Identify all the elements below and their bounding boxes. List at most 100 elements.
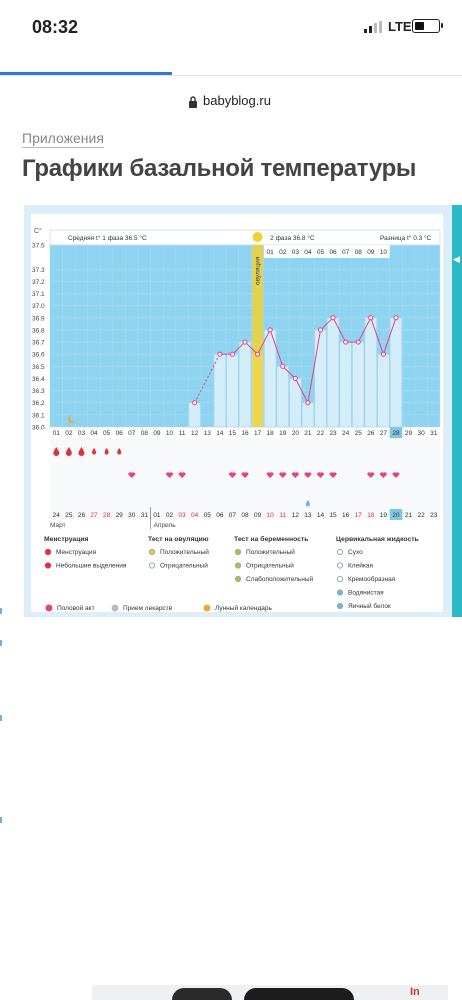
date-label: 23 (430, 512, 438, 519)
address-bar[interactable]: babyblog.ru (0, 44, 462, 108)
signal-icon (364, 21, 382, 33)
temp-bar (238, 341, 252, 428)
marker-rows (50, 439, 440, 519)
cycle-day-label: 17 (254, 430, 262, 437)
heart-icon (329, 472, 337, 478)
temp-line-segment (332, 317, 347, 343)
breadcrumb-link[interactable]: Приложения (22, 130, 104, 148)
temp-point (393, 315, 399, 321)
spotting-drop-icon (104, 448, 109, 455)
temp-point (330, 315, 336, 321)
temp-line-segment (307, 329, 321, 403)
date-label: 10 (267, 512, 275, 519)
legend-item-icon (234, 562, 242, 569)
y-tick-label: 37.0 (32, 303, 45, 310)
cycle-day-label: 24 (342, 430, 350, 437)
date-label: 21 (405, 512, 413, 519)
y-tick-label: 36.0 (32, 425, 45, 432)
heart-icon (316, 472, 324, 478)
temp-bar (352, 341, 365, 428)
legend-item-icon (336, 562, 344, 569)
date-label: 11 (279, 512, 286, 519)
cycle-day-label: 21 (304, 430, 312, 437)
legend-item-label: Клейкая (348, 562, 373, 570)
phase2-day-label: 09 (367, 249, 375, 256)
y-tick-label: 37.5 (32, 243, 45, 250)
legend-item-label: Сухо (348, 549, 363, 556)
legend-bottom-icon (45, 604, 53, 612)
date-label: 12 (292, 512, 300, 519)
side-panel-strip[interactable] (452, 205, 462, 617)
y-tick-label: 36.2 (32, 400, 45, 407)
heart-icon (392, 472, 400, 478)
phase2-day-cell (364, 245, 378, 258)
cycle-day-label: 19 (279, 430, 287, 437)
phase2-day-label: 08 (355, 249, 363, 256)
ad-image (172, 988, 232, 1000)
temp-point (368, 315, 374, 321)
date-label: 16 (342, 512, 350, 519)
cycle-day-label: 02 (65, 430, 73, 437)
legend-item-icon (336, 548, 344, 556)
temp-bar (327, 317, 340, 428)
phase2-day-label: 06 (329, 249, 337, 256)
phase2-day-label: 01 (267, 249, 275, 256)
battery-icon (412, 19, 440, 33)
page-load-progress (0, 72, 172, 75)
temp-line-segment (282, 365, 296, 379)
legend-item-icon (336, 575, 344, 583)
chevron-left-icon[interactable]: ◀ (453, 254, 460, 264)
lock-icon (189, 96, 197, 108)
moon-icon (68, 415, 76, 423)
url-text: babyblog.ru (203, 93, 271, 108)
legend-item-icon (234, 575, 242, 583)
date-label: 19 (380, 512, 388, 519)
temp-point (229, 351, 235, 357)
date-label: 24 (53, 512, 61, 519)
temp-bar (276, 366, 289, 428)
date-label: 05 (204, 512, 212, 519)
cycle-day-label: 28 (392, 430, 400, 437)
phase2-day-label: 10 (380, 249, 388, 256)
date-label: 29 (116, 512, 124, 519)
heart-icon (166, 472, 174, 478)
phase1-label: Средняя t° 1 фаза 36.5 °C (68, 234, 147, 242)
bbt-chart: C° Средняя t° 1 фаза 36.5 °C 2 фаза 36.8 °… (30, 213, 444, 613)
date-label: 25 (65, 512, 73, 519)
menstruation-drop-icon (78, 447, 85, 456)
legend-item-label: Небольшие выделения (56, 562, 127, 570)
temp-bar (226, 353, 239, 428)
temp-bar (188, 402, 201, 428)
temp-bar (314, 329, 327, 428)
date-label: 27 (90, 512, 98, 519)
phase2-day-label: 05 (317, 249, 325, 256)
legend-group-title: Менструация (44, 536, 89, 543)
cycle-day-label: 10 (166, 430, 174, 437)
y-tick-label: 36.9 (32, 315, 45, 322)
temp-line-segment (370, 317, 384, 355)
legend-item-label: Отрицательный (246, 562, 294, 570)
header-divider (0, 75, 462, 76)
heart-icon (178, 472, 186, 478)
heart-icon (228, 472, 236, 478)
legend-group-title: Тест на беременность (234, 535, 308, 543)
temp-bar (264, 329, 277, 428)
legend-bottom-icon (203, 604, 211, 612)
cycle-day-label: 08 (141, 430, 149, 437)
temp-line-segment (244, 341, 258, 355)
temp-point (192, 400, 198, 406)
network-label: LTE (388, 19, 412, 34)
phase2-label: 2 фаза 36.8 °C (270, 234, 315, 242)
date-label: 09 (254, 512, 262, 519)
ovulation-label: овуляция (255, 256, 262, 285)
cycle-day-label: 16 (241, 430, 249, 437)
date-label: 02 (166, 512, 174, 519)
legend-item-icon (44, 562, 52, 569)
date-label: 06 (216, 512, 224, 519)
y-tick-label: 36.5 (32, 364, 45, 371)
battery-tip (441, 23, 443, 28)
cycle-day-label: 09 (153, 430, 161, 437)
cycle-day-label: 23 (329, 430, 337, 437)
temp-point (255, 351, 261, 357)
legend-item-label: Отрицательный (160, 562, 208, 570)
